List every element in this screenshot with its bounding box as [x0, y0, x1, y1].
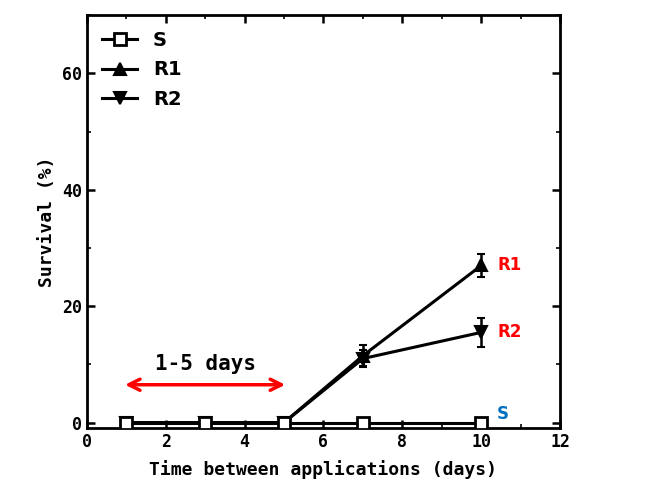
Text: R2: R2	[497, 324, 522, 341]
Legend: S, R1, R2: S, R1, R2	[97, 25, 187, 115]
Text: R1: R1	[497, 257, 522, 274]
X-axis label: Time between applications (days): Time between applications (days)	[149, 460, 498, 479]
Y-axis label: Survival (%): Survival (%)	[38, 157, 56, 287]
Text: S: S	[497, 405, 509, 423]
Text: 1-5 days: 1-5 days	[155, 354, 255, 374]
